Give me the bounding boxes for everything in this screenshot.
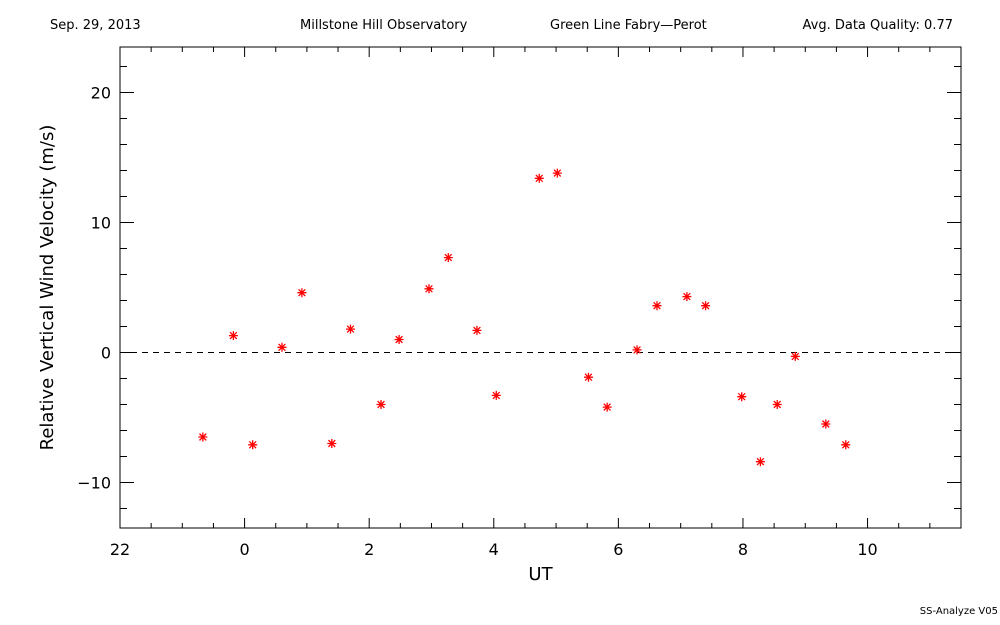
plot-frame <box>119 46 962 529</box>
data-point <box>841 440 851 450</box>
data-point <box>424 284 434 294</box>
data-point <box>552 168 562 178</box>
data-point <box>772 400 782 409</box>
x-tick-label: 2 <box>364 540 374 559</box>
x-tick-label: 10 <box>857 540 877 559</box>
instrument-label: Green Line Fabry—Perot <box>550 18 707 33</box>
data-point <box>534 173 544 183</box>
data-quality-label: Avg. Data Quality: 0.77 <box>802 18 953 33</box>
y-axis-label: Relative Vertical Wind Velocity (m/s) <box>37 125 58 451</box>
data-point <box>583 372 593 382</box>
software-version-label: SS-Analyze V05 <box>919 606 998 617</box>
data-point <box>682 292 692 302</box>
y-tick-label: −10 <box>77 474 111 493</box>
data-point <box>198 432 208 442</box>
data-point <box>652 301 662 311</box>
data-point <box>248 440 258 450</box>
x-axis-label: UT <box>528 564 553 585</box>
data-point <box>228 331 238 341</box>
y-tick-label: 10 <box>91 214 111 233</box>
x-tick-label: 0 <box>239 540 249 559</box>
data-point <box>755 457 765 467</box>
y-tick-label: 20 <box>91 84 111 103</box>
x-tick-label: 6 <box>613 540 623 559</box>
data-point <box>443 253 453 263</box>
data-point <box>297 288 307 298</box>
data-point <box>491 390 501 400</box>
data-point <box>602 402 612 412</box>
data-point <box>472 325 482 335</box>
data-point <box>277 342 287 352</box>
data-point <box>394 335 404 344</box>
x-tick-label: 4 <box>489 540 499 559</box>
data-point <box>327 439 337 448</box>
data-point <box>821 419 831 429</box>
x-tick-label: 8 <box>738 540 748 559</box>
y-tick-label: 0 <box>101 344 111 363</box>
data-point <box>632 345 642 355</box>
data-point <box>701 301 711 311</box>
date-label: Sep. 29, 2013 <box>50 18 141 33</box>
data-point <box>345 324 355 334</box>
data-point <box>790 351 800 361</box>
observatory-label: Millstone Hill Observatory <box>300 18 468 33</box>
data-point <box>737 392 747 402</box>
data-point <box>376 400 386 409</box>
x-tick-label: 22 <box>110 540 130 559</box>
